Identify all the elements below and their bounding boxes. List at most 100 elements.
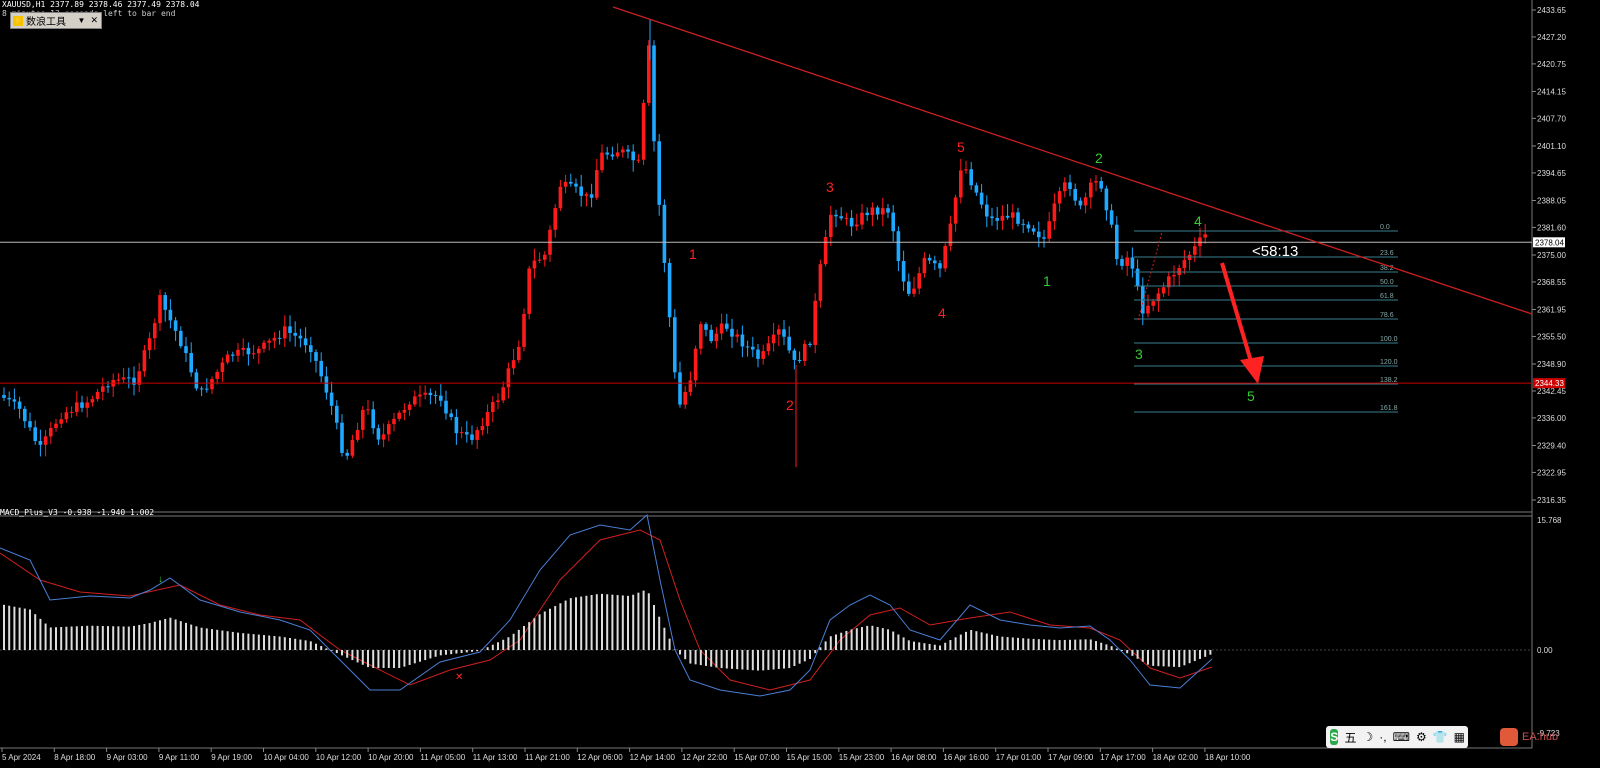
close-icon[interactable]: ✕	[90, 15, 98, 25]
candle-body	[511, 360, 516, 369]
candle-body	[54, 423, 58, 428]
fib-level-label: 50.0	[1380, 279, 1394, 286]
settings-icon[interactable]: ⚙	[1415, 730, 1427, 744]
candle-body	[163, 295, 167, 310]
candle-body	[714, 333, 719, 342]
grid-icon[interactable]: ▦	[1453, 730, 1465, 744]
candle-body	[283, 326, 287, 339]
time-tick-label: 10 Apr 12:00	[316, 753, 362, 762]
candle-body	[215, 371, 219, 379]
time-tick-label: 16 Apr 16:00	[943, 753, 989, 762]
symbol-info: XAUUSD,H1 2377.89 2378.46 2377.49 2378.0…	[2, 0, 200, 9]
price-tick-label: 2342.45	[1537, 387, 1566, 396]
candle-body	[990, 216, 994, 219]
time-tick-label: 10 Apr 04:00	[264, 753, 310, 762]
candle-body	[371, 409, 375, 429]
candle-body	[43, 436, 48, 445]
moon-icon[interactable]: ☽	[1362, 730, 1374, 744]
candle-body	[1156, 293, 1161, 302]
candle-body	[418, 394, 422, 397]
candle-body	[210, 378, 214, 390]
candle-body	[641, 102, 646, 160]
candle-body	[439, 395, 443, 401]
fib-level-label: 61.8	[1380, 293, 1394, 300]
candle-body	[948, 223, 953, 246]
candle-body	[168, 309, 173, 321]
candle-body	[517, 346, 521, 361]
wave-label: 3	[1135, 346, 1143, 362]
candle-body	[1120, 259, 1124, 266]
ime-logo[interactable]: S	[1330, 729, 1339, 745]
candle-body	[194, 372, 199, 389]
candle-body	[605, 152, 609, 155]
price-tick-label: 2427.20	[1537, 33, 1566, 42]
candle-body	[496, 400, 500, 403]
candle-body	[392, 418, 396, 425]
candle-body	[106, 386, 110, 388]
punctuation-button[interactable]: ·,	[1379, 730, 1387, 744]
wave-label: 4	[1194, 213, 1202, 229]
paw-icon	[1500, 728, 1518, 746]
candle-body	[220, 362, 225, 372]
candle-body	[64, 412, 69, 420]
candle-body	[28, 421, 32, 428]
skin-icon[interactable]: 👕	[1432, 730, 1448, 744]
candle-body	[1005, 215, 1010, 218]
wave-label: 2	[1095, 150, 1103, 166]
candle-body	[829, 214, 833, 237]
candle-body	[303, 338, 308, 346]
candle-body	[2, 395, 6, 398]
countdown-label: <58:13	[1252, 243, 1299, 260]
candle-body	[199, 388, 204, 390]
wave-label: 5	[957, 139, 965, 155]
ime-toolbar[interactable]: S 五 ☽ ·, ⌨ ⚙ 👕 ▦	[1326, 726, 1468, 748]
candle-body	[673, 317, 677, 373]
fib-level-label: 100.0	[1380, 336, 1398, 343]
candle-body	[740, 334, 745, 347]
candle-body	[1161, 287, 1166, 294]
price-tick-label: 2407.70	[1537, 114, 1566, 123]
candle-body	[231, 354, 235, 356]
candle-body	[886, 208, 890, 213]
candle-body	[662, 204, 667, 263]
candle-body	[652, 45, 656, 142]
candle-body	[75, 402, 79, 412]
candle-body	[1182, 260, 1187, 268]
candle-body	[262, 342, 266, 349]
candle-body	[974, 185, 979, 193]
candle-body	[38, 441, 43, 445]
wave-tool-panel[interactable]: ⚡ 数浪工具 ▼ ✕	[10, 12, 102, 29]
candle-body	[589, 194, 594, 198]
keyboard-icon[interactable]: ⌨	[1392, 730, 1410, 744]
candle-body	[444, 400, 448, 414]
candle-body	[959, 170, 963, 198]
chevron-down-icon[interactable]: ▼	[77, 16, 86, 25]
candle-body	[818, 264, 823, 301]
fib-level-label: 23.6	[1380, 250, 1394, 257]
candle-body	[127, 377, 131, 379]
macd-indicator: 15.768 0.00 -9.723 ↓ ✕	[0, 514, 1562, 738]
candle-body	[901, 261, 906, 282]
candle-body	[730, 328, 734, 337]
time-tick-label: 15 Apr 23:00	[839, 753, 885, 762]
candle-body	[865, 212, 869, 216]
price-tick-label: 2414.15	[1537, 87, 1566, 96]
candle-body	[381, 434, 386, 440]
sell-arrow-icon: ✕	[455, 672, 463, 683]
time-tick-label: 15 Apr 15:00	[787, 753, 833, 762]
time-tick-label: 9 Apr 11:00	[159, 753, 200, 762]
candle-body	[657, 141, 661, 205]
candle-body	[636, 159, 641, 161]
candle-body	[1151, 301, 1155, 306]
candle-body	[132, 377, 136, 385]
candle-body	[236, 349, 240, 356]
price-tick-label: 2355.50	[1537, 332, 1566, 341]
candle-body	[251, 353, 256, 355]
candle-body	[860, 212, 864, 225]
candle-body	[532, 260, 537, 269]
candle-body	[1094, 181, 1098, 183]
time-tick-label: 17 Apr 09:00	[1048, 753, 1094, 762]
ime-mode-button[interactable]: 五	[1344, 730, 1357, 745]
candle-body	[1021, 223, 1025, 225]
